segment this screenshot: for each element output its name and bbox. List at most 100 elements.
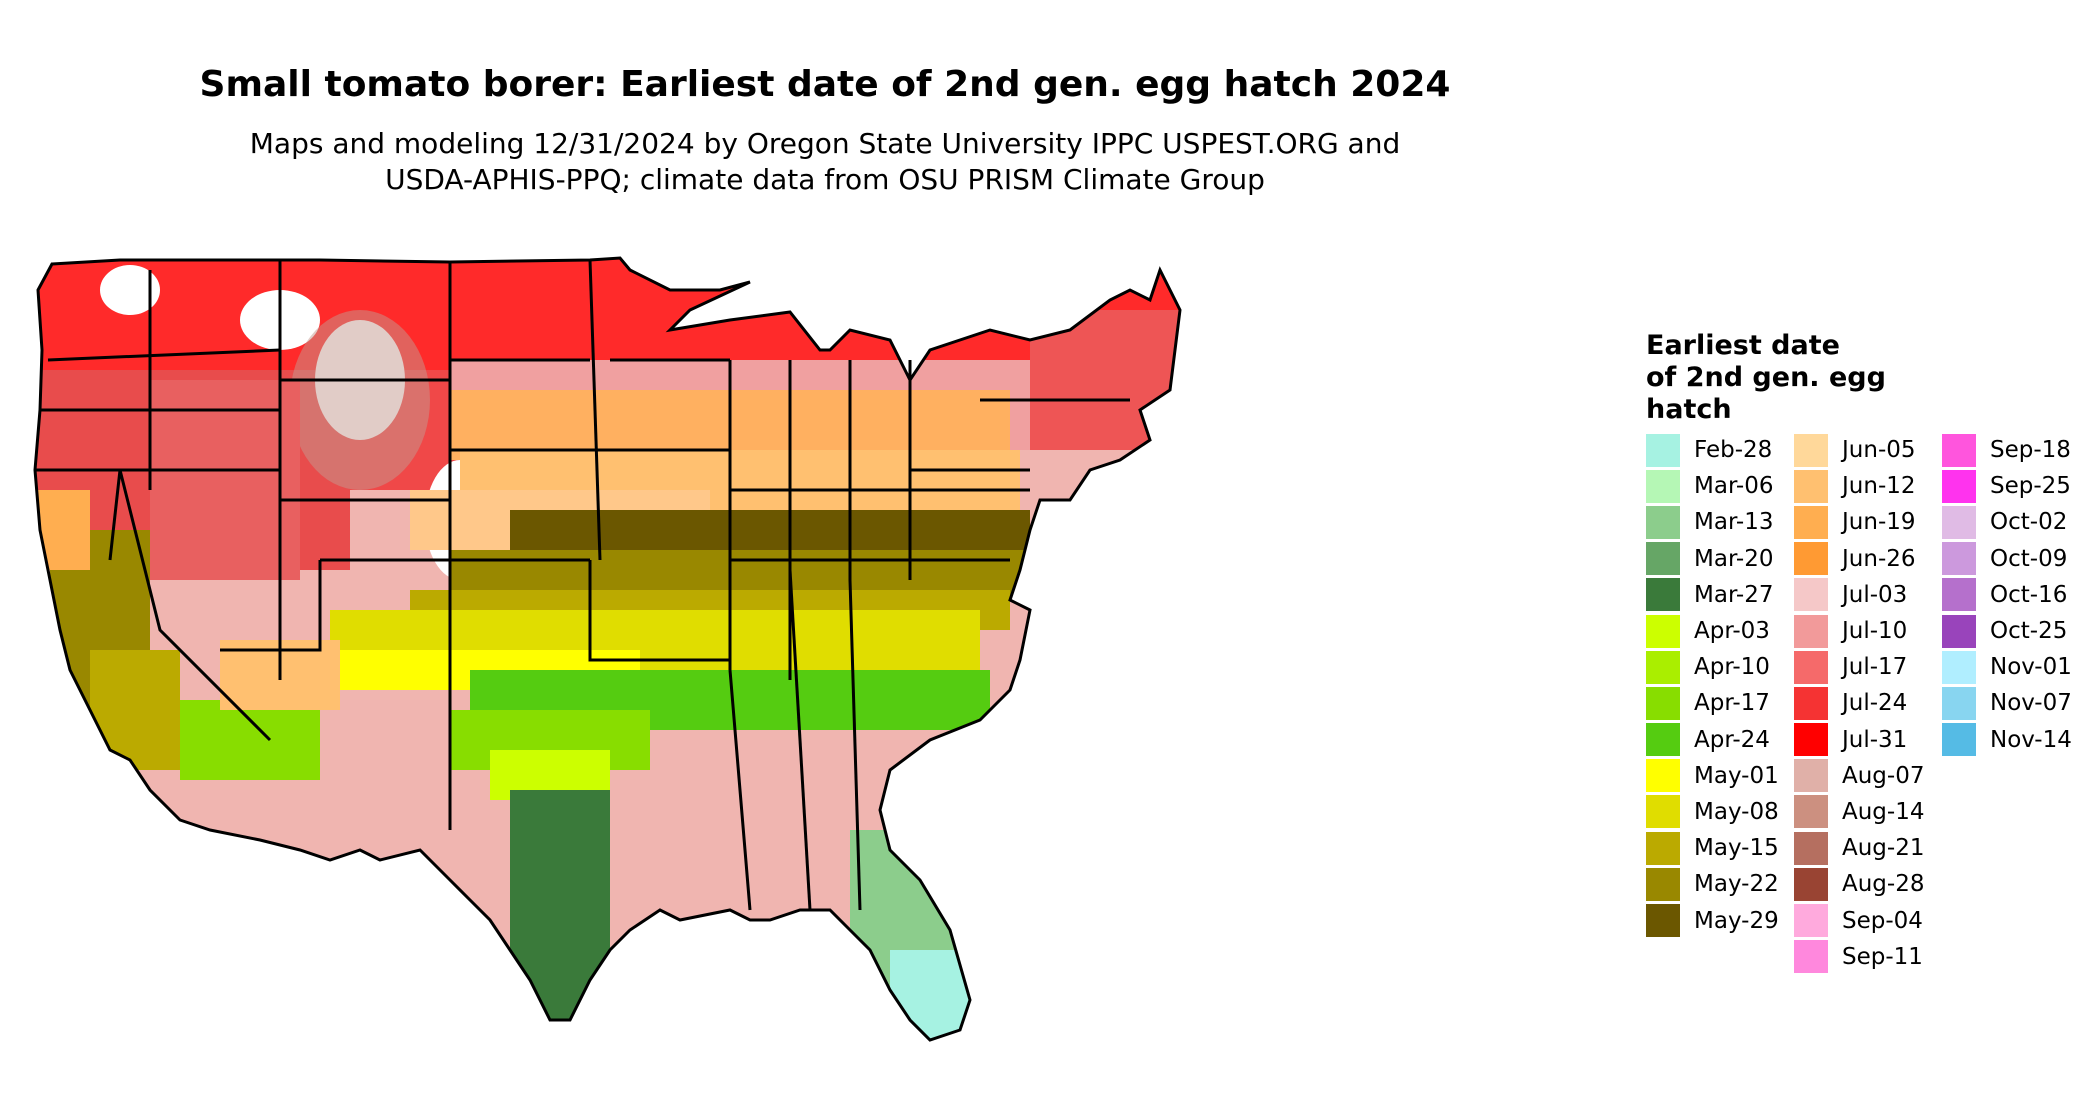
- legend-swatch: [1942, 505, 1976, 539]
- legend-label: Apr-24: [1694, 726, 1770, 753]
- legend-label: May-29: [1694, 907, 1779, 934]
- legend-swatch: [1794, 904, 1828, 938]
- legend-swatch: [1942, 469, 1976, 503]
- legend-label: Apr-03: [1694, 618, 1770, 645]
- legend-label: May-08: [1694, 798, 1779, 825]
- legend-label: Sep-11: [1842, 943, 1923, 970]
- legend-item: Jul-31: [1794, 722, 1924, 758]
- legend-swatch: [1794, 650, 1828, 684]
- legend-item: Jul-24: [1794, 685, 1924, 721]
- legend-title-line-3: hatch: [1646, 394, 1732, 425]
- legend-label: May-15: [1694, 835, 1779, 862]
- legend-label: May-01: [1694, 762, 1779, 789]
- legend-swatch: [1646, 469, 1680, 503]
- legend-label: Nov-01: [1990, 654, 2072, 681]
- legend-item: Apr-17: [1646, 685, 1779, 721]
- legend-label: Jul-31: [1842, 726, 1908, 753]
- legend-column: Jun-05 Jun-12 Jun-19 Jun-26 Jul-03 Jul-10 Jul-…: [1794, 432, 1924, 975]
- legend-label: Aug-14: [1842, 798, 1925, 825]
- legend-label: Apr-17: [1694, 690, 1770, 717]
- legend-label: Mar-13: [1694, 509, 1774, 536]
- legend-swatch: [1942, 614, 1976, 648]
- legend-swatch: [1794, 867, 1828, 901]
- legend-item: Jun-12: [1794, 468, 1924, 504]
- legend-label: Oct-09: [1990, 545, 2068, 572]
- legend-item: May-15: [1646, 830, 1779, 866]
- legend-label: Apr-10: [1694, 654, 1770, 681]
- legend-swatch: [1646, 831, 1680, 865]
- legend-column: Feb-28 Mar-06 Mar-13 Mar-20 Mar-27 Apr-03 Apr-…: [1646, 432, 1779, 939]
- legend-label: Feb-28: [1694, 437, 1773, 464]
- legend-label: Sep-25: [1990, 473, 2071, 500]
- legend-swatch: [1794, 469, 1828, 503]
- legend-item: Apr-24: [1646, 722, 1779, 758]
- legend-label: Aug-07: [1842, 762, 1925, 789]
- legend-swatch: [1646, 723, 1680, 757]
- legend-item: Aug-14: [1794, 794, 1924, 830]
- legend-item: Nov-07: [1942, 685, 2072, 721]
- legend-swatch: [1794, 795, 1828, 829]
- legend-item: Oct-25: [1942, 613, 2072, 649]
- legend-label: Sep-04: [1842, 907, 1923, 934]
- legend-title: Earliest date of 2nd gen. egg hatch: [1646, 330, 1946, 426]
- legend-title-line-2: of 2nd gen. egg: [1646, 362, 1886, 393]
- map-subtitle: Maps and modeling 12/31/2024 by Oregon S…: [0, 126, 1650, 198]
- legend-swatch: [1646, 867, 1680, 901]
- legend-item: Jul-17: [1794, 649, 1924, 685]
- legend-label: May-22: [1694, 871, 1779, 898]
- legend-label: Jun-12: [1842, 473, 1916, 500]
- legend-item: May-01: [1646, 758, 1779, 794]
- legend-item: Oct-02: [1942, 504, 2072, 540]
- legend-item: Sep-04: [1794, 902, 1924, 938]
- legend-label: Jun-05: [1842, 437, 1916, 464]
- legend-swatch: [1942, 650, 1976, 684]
- legend-item: Sep-25: [1942, 468, 2072, 504]
- legend-swatch: [1646, 686, 1680, 720]
- legend-label: Nov-07: [1990, 690, 2072, 717]
- legend-swatch: [1942, 542, 1976, 576]
- legend-item: May-29: [1646, 902, 1779, 938]
- legend-label: Nov-14: [1990, 726, 2072, 753]
- legend-item: Apr-10: [1646, 649, 1779, 685]
- legend-swatch: [1646, 542, 1680, 576]
- legend-item: Sep-18: [1942, 432, 2072, 468]
- legend-item: Jul-03: [1794, 577, 1924, 613]
- legend-title-line-1: Earliest date: [1646, 330, 1840, 361]
- legend-label: Jun-26: [1842, 545, 1916, 572]
- legend-item: Aug-28: [1794, 866, 1924, 902]
- legend-swatch: [1646, 433, 1680, 467]
- legend-swatch: [1794, 831, 1828, 865]
- legend-swatch: [1646, 614, 1680, 648]
- legend-item: Mar-13: [1646, 504, 1779, 540]
- legend-item: Mar-06: [1646, 468, 1779, 504]
- legend-swatch: [1942, 723, 1976, 757]
- legend-label: Aug-28: [1842, 871, 1925, 898]
- legend-item: Aug-07: [1794, 758, 1924, 794]
- legend-column: Sep-18 Sep-25 Oct-02 Oct-09 Oct-16 Oct-25 Nov-…: [1942, 432, 2072, 758]
- legend-swatch: [1646, 578, 1680, 612]
- legend-label: Oct-25: [1990, 618, 2068, 645]
- legend-item: Mar-20: [1646, 541, 1779, 577]
- subtitle-line-2: USDA-APHIS-PPQ; climate data from OSU PR…: [385, 163, 1265, 196]
- legend-label: Oct-02: [1990, 509, 2068, 536]
- us-degree-day-map: [33, 256, 1182, 1042]
- subtitle-line-1: Maps and modeling 12/31/2024 by Oregon S…: [249, 127, 1401, 160]
- legend-label: Mar-27: [1694, 581, 1774, 608]
- legend-swatch: [1942, 686, 1976, 720]
- legend-item: Nov-01: [1942, 649, 2072, 685]
- legend-item: May-08: [1646, 794, 1779, 830]
- legend-label: Mar-06: [1694, 473, 1774, 500]
- legend-label: Jul-24: [1842, 690, 1908, 717]
- legend-label: Jun-19: [1842, 509, 1916, 536]
- legend-swatch: [1794, 614, 1828, 648]
- legend-item: Mar-27: [1646, 577, 1779, 613]
- legend-item: Oct-16: [1942, 577, 2072, 613]
- legend-swatch: [1794, 759, 1828, 793]
- map-title: Small tomato borer: Earliest date of 2nd…: [199, 64, 1451, 105]
- legend-item: Oct-09: [1942, 541, 2072, 577]
- legend-swatch: [1942, 433, 1976, 467]
- legend-item: Aug-21: [1794, 830, 1924, 866]
- legend-item: Jun-05: [1794, 432, 1924, 468]
- legend-label: Mar-20: [1694, 545, 1774, 572]
- legend-label: Jul-17: [1842, 654, 1908, 681]
